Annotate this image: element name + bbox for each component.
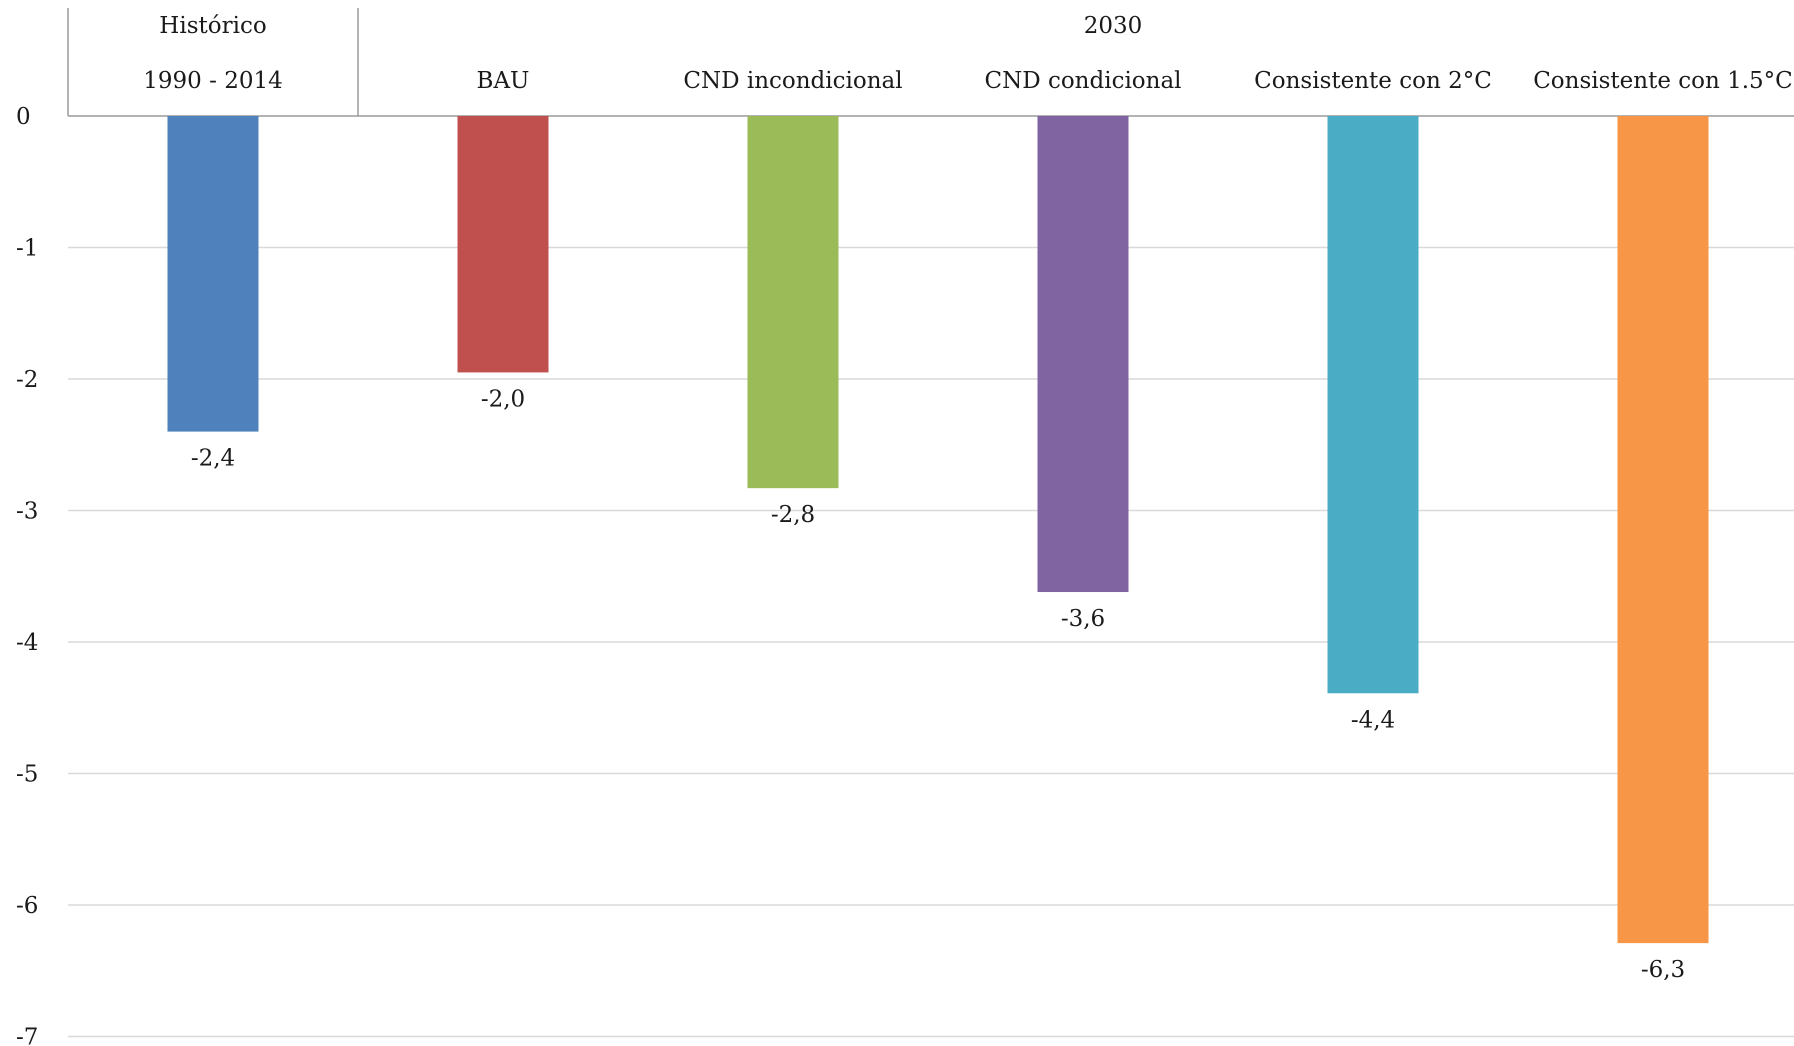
y-axis-tick-labels: 0 -1 -2 -3 -4 -5 -6 -7 [16, 104, 38, 1046]
category-label: BAU [477, 68, 530, 94]
group-label: Histórico [159, 13, 266, 39]
bar [1327, 116, 1419, 694]
bars [167, 116, 1709, 944]
category-label: Consistente con 2°C [1254, 68, 1492, 94]
y-tick-label: -6 [16, 893, 38, 919]
bar-value-label: -4,4 [1351, 707, 1395, 733]
category-label: CND incondicional [683, 68, 902, 94]
bar-value-label: -2,4 [191, 446, 235, 472]
bar [747, 116, 839, 489]
y-tick-label: -3 [16, 499, 38, 525]
bar [457, 116, 549, 373]
bar [167, 116, 259, 432]
category-label: 1990 - 2014 [143, 68, 282, 94]
y-tick-label: -5 [16, 762, 38, 788]
data-labels: -2,4 -2,0 -2,8 -3,6 -4,4 -6,3 [191, 386, 1685, 983]
y-tick-label: -7 [16, 1025, 38, 1046]
y-tick-label: -1 [16, 236, 38, 262]
y-tick-label: -2 [16, 367, 38, 393]
bar-value-label: -2,0 [481, 386, 525, 412]
y-tick-label: -4 [16, 630, 38, 656]
category-label: Consistente con 1.5°C [1533, 68, 1793, 94]
bar [1037, 116, 1129, 593]
gridlines [68, 246, 1794, 1038]
bar-value-label: -2,8 [771, 502, 815, 528]
bar-value-label: -3,6 [1061, 606, 1105, 632]
category-header: Histórico 2030 1990 - 2014 BAU CND incondici… [67, 8, 1794, 117]
bar [1617, 116, 1709, 944]
bar-value-label: -6,3 [1641, 957, 1685, 983]
y-tick-label: 0 [16, 104, 31, 130]
group-label: 2030 [1084, 13, 1143, 39]
category-label: CND condicional [984, 68, 1181, 94]
